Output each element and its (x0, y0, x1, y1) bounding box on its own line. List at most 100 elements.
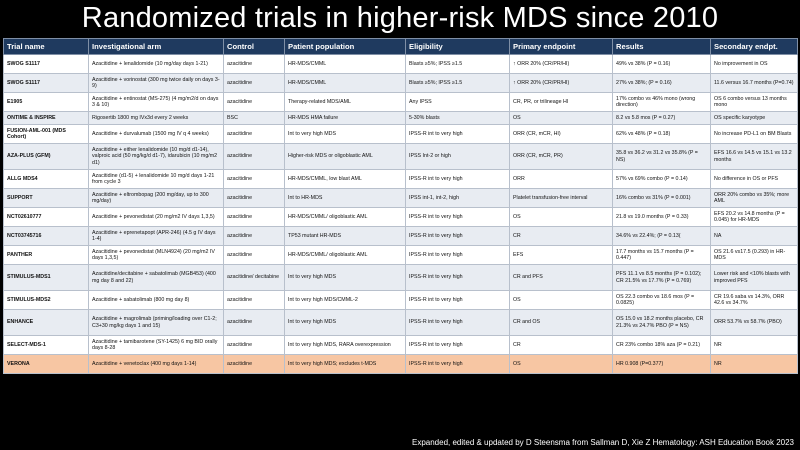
cell-primary-endpoint: ORR (CR, mCR, HI) (509, 124, 613, 144)
cell-eligibility: IPSS-R int to very high (405, 354, 510, 374)
cell-primary-endpoint: OS (509, 354, 613, 374)
cell-patient-population: HR-MDS/CMML/ oligoblastic AML (284, 207, 406, 227)
cell-investigational-arm: Azacitidine + pevonedistat (MLN4924) (20… (88, 245, 224, 265)
cell-trial-name: E1905 (3, 92, 89, 112)
cell-investigational-arm: Azacitidine + durvalumab (1500 mg IV q 4… (88, 124, 224, 144)
cell-eligibility: IPSS-R int to very high (405, 290, 510, 310)
cell-primary-endpoint: CR and OS (509, 309, 613, 336)
trials-table: Trial name Investigational arm Control P… (3, 38, 798, 374)
header-investigational-arm: Investigational arm (88, 38, 224, 55)
cell-patient-population: TP53 mutant HR-MDS (284, 226, 406, 246)
cell-primary-endpoint: CR (509, 335, 613, 355)
cell-results: 8.2 vs 5.8 mos (P = 0.27) (612, 111, 711, 125)
source-caption: Expanded, edited & updated by D Steensma… (412, 438, 794, 447)
cell-investigational-arm: Azacitidine + vorinostat (300 mg twice d… (88, 73, 224, 93)
cell-trial-name: AZA-PLUS (GFM) (3, 143, 89, 170)
slide-title: Randomized trials in higher-risk MDS sin… (81, 2, 719, 34)
cell-investigational-arm: Azacitidine + either lenalidomide (10 mg… (88, 143, 224, 170)
header-results: Results (612, 38, 711, 55)
cell-trial-name: SELECT-MDS-1 (3, 335, 89, 355)
table-row: FUSION-AML-001 (MDS Cohort) Azacitidine +… (3, 124, 798, 144)
header-trial-name: Trial name (3, 38, 89, 55)
cell-patient-population: HR-MDS/CMML, low blast AML (284, 169, 406, 189)
cell-trial-name: ALLG MDS4 (3, 169, 89, 189)
table-row: ENHANCE Azacitidine + magrolimab (priming… (3, 309, 798, 336)
cell-eligibility: Any IPSS (405, 92, 510, 112)
cell-eligibility: IPSS-R int to very high (405, 264, 510, 291)
cell-secondary-endpoint: NR (710, 335, 798, 355)
cell-secondary-endpoint: ORR 20% combo vs 35%; more AML (710, 188, 798, 208)
table-row: NCT03745716 Azacitidine + eprenetapopt (A… (3, 226, 798, 246)
cell-trial-name: SWOG S1117 (3, 73, 89, 93)
cell-control: azacitidine (223, 54, 285, 74)
header-patient-population: Patient population (284, 38, 406, 55)
cell-control: azacitidine (223, 188, 285, 208)
cell-control: azacitidine/ decitabine (223, 264, 285, 291)
table-row: E1905 Azacitidine + entinostat (MS-275) (… (3, 92, 798, 112)
cell-patient-population: Int to very high MDS, RARA overexpressio… (284, 335, 406, 355)
cell-control: BSC (223, 111, 285, 125)
cell-primary-endpoint: OS (509, 290, 613, 310)
cell-trial-name: PANTHER (3, 245, 89, 265)
cell-secondary-endpoint: No difference in OS or PFS (710, 169, 798, 189)
cell-results: 21.8 vs 19.0 months (P = 0.33) (612, 207, 711, 227)
cell-investigational-arm: Azacitidine + eprenetapopt (APR-246) (4.… (88, 226, 224, 246)
cell-patient-population: Int to very high MDS (284, 124, 406, 144)
cell-primary-endpoint: OS (509, 111, 613, 125)
table-row: SWOG S1117 Azacitidine + lenalidomide (10… (3, 54, 798, 74)
cell-patient-population: Higher-risk MDS or oligoblastic AML (284, 143, 406, 170)
table-row: STIMULUS-MDS1 Azacitidine/decitabine + sa… (3, 264, 798, 291)
header-control: Control (223, 38, 285, 55)
cell-results: 16% combo vs 31% (P = 0.001) (612, 188, 711, 208)
cell-patient-population: HR-MDS/CMML (284, 54, 406, 74)
cell-investigational-arm: Azacitidine + magrolimab (priming/loadin… (88, 309, 224, 336)
cell-eligibility: IPSS-R int to very high (405, 309, 510, 336)
table-row: ONTIME & INSPIRE Rigosertib 1800 mg IVx3d… (3, 111, 798, 125)
cell-primary-endpoint: ↑ ORR 20% (CR/PR/HI) (509, 54, 613, 74)
cell-investigational-arm: Azacitidine/decitabine + sabatolimab (MG… (88, 264, 224, 291)
cell-control: azacitidine (223, 354, 285, 374)
cell-investigational-arm: Azacitidine + eltrombopag (200 mg/day, u… (88, 188, 224, 208)
cell-trial-name: NCT02610777 (3, 207, 89, 227)
cell-secondary-endpoint: OS 21.6 vs17.5 (0.293) in HR-MDS (710, 245, 798, 265)
cell-secondary-endpoint: CR 19.6 saba vs 14.3%, ORR 42.6 vs 34.7% (710, 290, 798, 310)
table-row: ALLG MDS4 Azacitidine (d1-5) + lenalidomi… (3, 169, 798, 189)
table-row: SELECT-MDS-1 Azacitidine + tamibarotene (… (3, 335, 798, 355)
cell-investigational-arm: Azacitidine + lenalidomide (10 mg/day da… (88, 54, 224, 74)
cell-control: azacitidine (223, 73, 285, 93)
cell-eligibility: IPSS-R int to very high (405, 169, 510, 189)
cell-trial-name: FUSION-AML-001 (MDS Cohort) (3, 124, 89, 144)
cell-primary-endpoint: OS (509, 207, 613, 227)
cell-eligibility: Blasts ≥5%; IPSS ≥1.5 (405, 73, 510, 93)
cell-investigational-arm: Azacitidine + sabatolimab (800 mg day 8) (88, 290, 224, 310)
cell-patient-population: HR-MDS/CMML/ oligoblastic AML (284, 245, 406, 265)
cell-primary-endpoint: CR (509, 226, 613, 246)
cell-trial-name: NCT03745716 (3, 226, 89, 246)
cell-control: azacitidine (223, 143, 285, 170)
table-row: AZA-PLUS (GFM) Azacitidine + either lenal… (3, 143, 798, 170)
cell-primary-endpoint: CR and PFS (509, 264, 613, 291)
cell-eligibility: IPSS-R int to very high (405, 226, 510, 246)
cell-eligibility: Blasts ≥5%; IPSS ≥1.5 (405, 54, 510, 74)
cell-trial-name: ENHANCE (3, 309, 89, 336)
table-row: PANTHER Azacitidine + pevonedistat (MLN49… (3, 245, 798, 265)
cell-patient-population: Therapy-related MDS/AML (284, 92, 406, 112)
table-body: SWOG S1117 Azacitidine + lenalidomide (10… (3, 54, 798, 374)
cell-results: 34.6% vs 22.4%; (P = 0.13( (612, 226, 711, 246)
cell-patient-population: HR-MDS HMA failure (284, 111, 406, 125)
table-row: SWOG S1117 Azacitidine + vorinostat (300 … (3, 73, 798, 93)
cell-primary-endpoint: CR, PR, or trilineage HI (509, 92, 613, 112)
cell-control: azacitidine (223, 124, 285, 144)
cell-trial-name: SUPPORT (3, 188, 89, 208)
table-row: SUPPORT Azacitidine + eltrombopag (200 mg… (3, 188, 798, 208)
header-secondary-endpoint: Secondary endpt. (710, 38, 798, 55)
cell-secondary-endpoint: No improvement in OS (710, 54, 798, 74)
cell-control: azacitidine (223, 207, 285, 227)
cell-trial-name: VERONA (3, 354, 89, 374)
cell-control: azacitidine (223, 309, 285, 336)
cell-eligibility: 5-30% blasts (405, 111, 510, 125)
cell-results: 27% vs 38%; (P = 0.16) (612, 73, 711, 93)
cell-secondary-endpoint: EFS 20.2 vs 14.8 months (P = 0.045) for … (710, 207, 798, 227)
cell-patient-population: HR-MDS/CMML (284, 73, 406, 93)
cell-secondary-endpoint: ORR 53.7% vs 58.7% (PBO) (710, 309, 798, 336)
